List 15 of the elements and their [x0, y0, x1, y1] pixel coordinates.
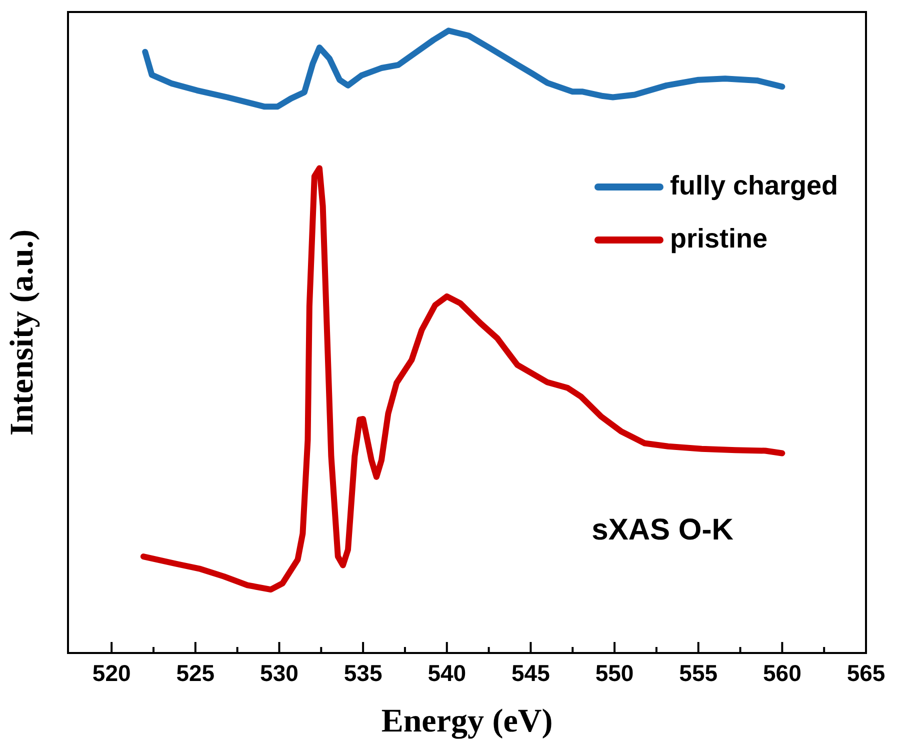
x-tick-label: 520: [92, 660, 131, 686]
legend-label: fully charged: [670, 170, 838, 200]
x-axis-title: Energy (eV): [381, 704, 553, 740]
x-tick-label: 525: [176, 660, 215, 686]
x-tick-label: 540: [428, 660, 466, 686]
x-tick-label: 565: [846, 660, 886, 686]
x-tick-label: 560: [762, 660, 802, 686]
x-tick-label: 550: [595, 660, 634, 686]
x-tick-label: 530: [260, 660, 298, 686]
annotation: sXAS O-K: [592, 513, 734, 546]
x-tick-label: 535: [344, 660, 382, 686]
y-axis-title: Intensity (a.u.): [4, 229, 40, 436]
x-tick-label: 555: [679, 660, 718, 686]
legend-label: pristine: [670, 223, 768, 254]
x-tick-label: 545: [512, 660, 550, 686]
